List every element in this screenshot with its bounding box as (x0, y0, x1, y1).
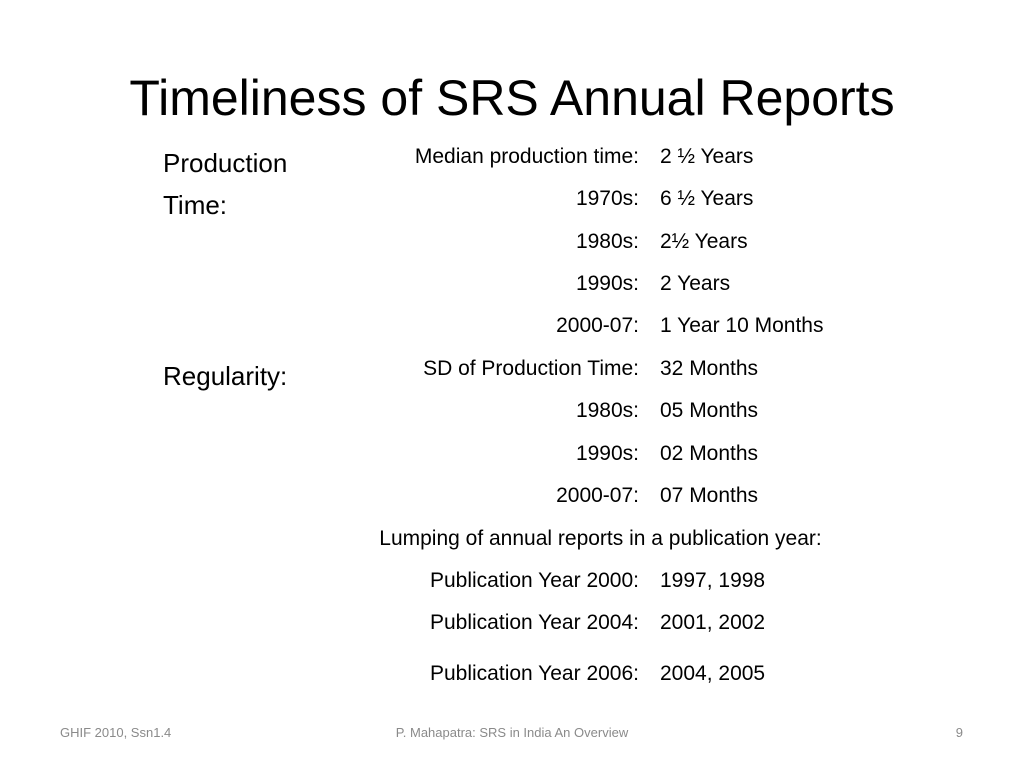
lumping-heading: Lumping of annual reports in a publicati… (379, 527, 822, 550)
production-time-label: Production Time: (163, 148, 288, 220)
regularity-row-label: 1990s: (575, 442, 639, 465)
production-row-label: 1980s: (575, 230, 639, 253)
lumping-row-value: 2001, 2002 (660, 611, 766, 634)
production-row-label: Median production time: (414, 145, 639, 168)
production-row-value: 2½ Years (660, 230, 748, 253)
lumping-row-label: Publication Year 2000: (429, 569, 639, 592)
regularity-row-label: 1980s: (575, 399, 639, 422)
lumping-row-value: 1997, 1998 (660, 569, 766, 592)
production-row-value: 6 ½ Years (660, 187, 754, 210)
footer-session: GHIF 2010, Ssn1.4 (60, 725, 172, 740)
slide-number: 9 (955, 725, 963, 740)
footer-presentation-title: P. Mahapatra: SRS in India An Overview (395, 725, 629, 740)
regularity-row-label: 2000-07: (556, 484, 639, 507)
regularity-row-label: SD of Production Time: (423, 357, 639, 380)
regularity-row-value: 05 Months (660, 399, 759, 422)
production-row-label: 1970s: (575, 187, 639, 210)
regularity-label: Regularity: (163, 361, 288, 391)
production-row-value: 2 ½ Years (660, 145, 754, 168)
production-row-label: 1990s: (575, 272, 639, 295)
production-row-label: 2000-07: (556, 314, 639, 337)
lumping-row-label: Publication Year 2006: (429, 662, 639, 685)
production-row-value: 2 Years (660, 272, 731, 295)
lumping-row-value: 2004, 2005 (660, 662, 766, 685)
regularity-row-value: 32 Months (660, 357, 759, 380)
regularity-row-value: 07 Months (660, 484, 759, 507)
production-row-value: 1 Year 10 Months (660, 314, 824, 337)
lumping-row-label: Publication Year 2004: (429, 611, 639, 634)
slide-title: Timeliness of SRS Annual Reports (129, 70, 895, 126)
regularity-row-value: 02 Months (660, 442, 759, 465)
